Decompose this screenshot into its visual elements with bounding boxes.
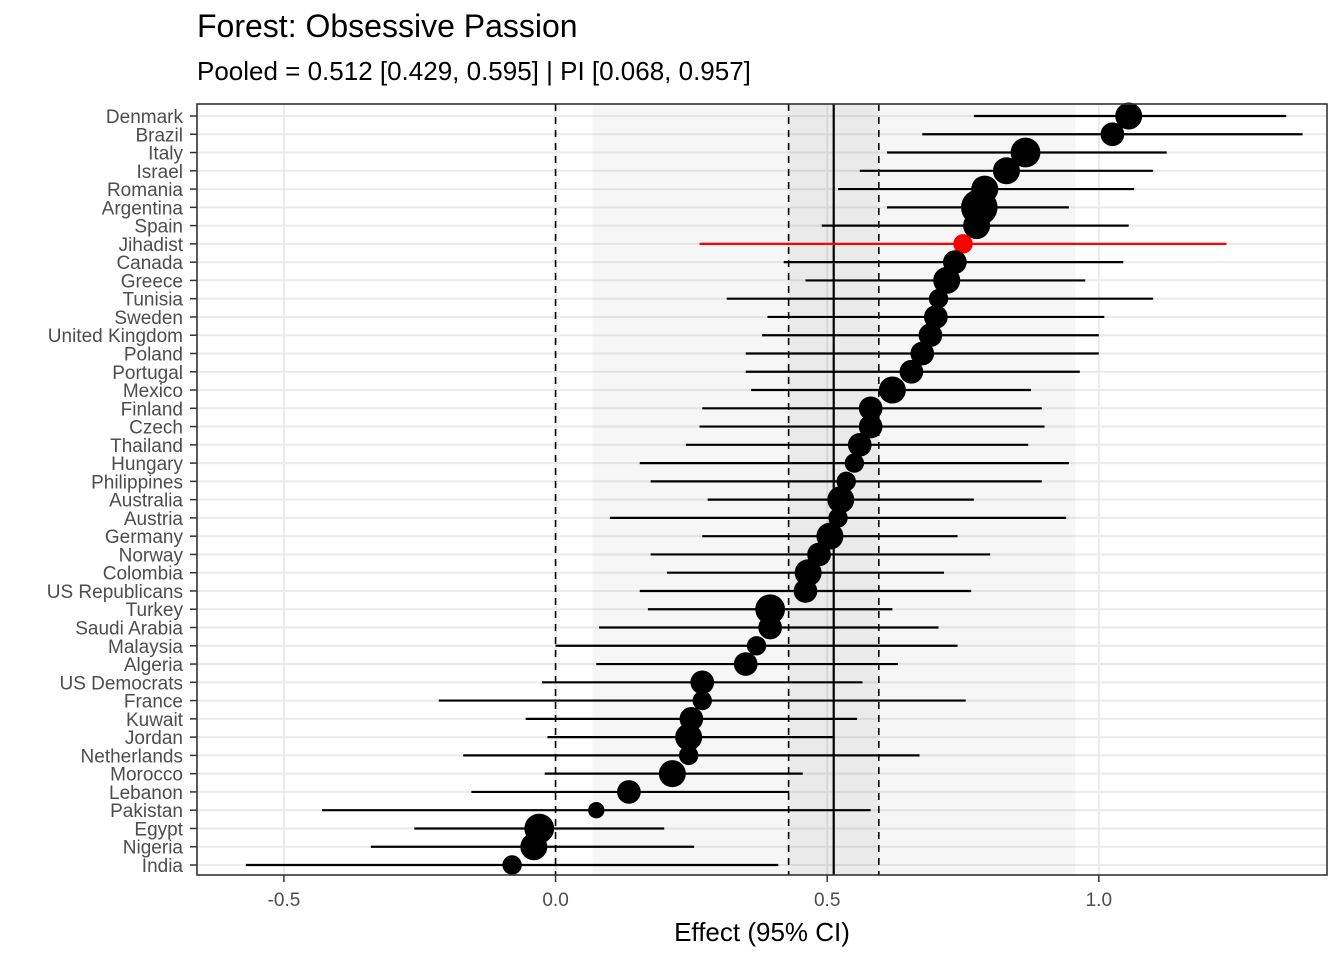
country-label: Turkey — [126, 600, 184, 621]
chart-title: Forest: Obsessive Passion — [197, 8, 578, 44]
effect-point — [847, 432, 872, 457]
x-tick-label: -0.5 — [268, 890, 301, 911]
country-label: Austria — [124, 509, 184, 530]
effect-point — [827, 486, 855, 514]
effect-point — [658, 760, 686, 788]
effect-point — [755, 594, 786, 625]
country-label: Sweden — [114, 308, 183, 329]
panel-border — [196, 103, 1328, 876]
country-label: Algeria — [124, 655, 184, 676]
x-axis-title: Effect (95% CI) — [674, 917, 850, 947]
country-label: France — [124, 692, 183, 713]
effect-point — [675, 723, 703, 751]
country-labels: DenmarkBrazilItalyIsraelRomaniaArgentina… — [47, 107, 197, 877]
effect-point — [746, 636, 767, 656]
country-label: Saudi Arabia — [75, 619, 183, 640]
effect-point — [963, 212, 991, 240]
country-label: Colombia — [103, 564, 184, 585]
effect-point — [933, 266, 961, 294]
effect-point — [617, 780, 641, 804]
country-label: US Democrats — [59, 673, 183, 694]
x-axis: -0.5 0.0 0.5 1.0 Effect (95% CI) — [268, 875, 1112, 947]
chart-subtitle: Pooled = 0.512 [0.429, 0.595] | PI [0.06… — [197, 56, 751, 86]
panel-frame — [196, 103, 1328, 876]
country-label: Mexico — [123, 381, 183, 402]
country-label: Thailand — [110, 436, 183, 457]
country-label: Romania — [107, 180, 183, 201]
country-label: Malaysia — [108, 637, 183, 658]
country-label: Canada — [116, 253, 183, 274]
effect-point — [816, 522, 844, 550]
effect-point — [794, 559, 822, 587]
effect-point — [1100, 122, 1125, 147]
country-label: Hungary — [111, 454, 183, 475]
effect-point — [878, 376, 906, 404]
country-label: Spain — [134, 217, 183, 238]
country-label: Lebanon — [109, 783, 183, 804]
effect-point — [992, 157, 1020, 185]
country-label: Italy — [148, 144, 183, 165]
effect-point — [923, 305, 948, 329]
effect-point — [588, 802, 605, 819]
effect-point — [1010, 137, 1041, 168]
effect-point — [928, 288, 949, 309]
country-label: Germany — [105, 527, 184, 548]
effect-point — [858, 396, 883, 421]
country-label: Jihadist — [119, 235, 184, 256]
panel-background — [197, 104, 1327, 875]
country-label: Argentina — [102, 198, 184, 219]
country-label: Nigeria — [123, 838, 184, 859]
effect-point — [502, 855, 522, 875]
country-label: Morocco — [110, 765, 183, 786]
plot-panel — [197, 104, 1327, 875]
country-label: Tunisia — [122, 290, 183, 311]
country-label: Philippines — [91, 472, 183, 493]
country-label: Netherlands — [81, 746, 183, 767]
country-label: Jordan — [125, 728, 183, 749]
country-label: Australia — [109, 491, 183, 512]
effect-point — [758, 615, 783, 640]
effect-point — [733, 652, 758, 676]
effect-point — [858, 414, 883, 439]
effect-point — [793, 579, 818, 603]
effect-point — [828, 508, 848, 528]
country-label: Pakistan — [110, 801, 183, 822]
effect-point — [910, 341, 935, 366]
country-label: Brazil — [135, 125, 183, 146]
country-label: Poland — [124, 344, 183, 365]
effect-point — [692, 690, 712, 711]
country-label: US Republicans — [47, 582, 183, 603]
country-label: Norway — [119, 545, 184, 566]
country-label: Greece — [121, 271, 183, 292]
x-tick-label: 0.0 — [542, 890, 568, 911]
effect-point — [844, 453, 865, 473]
country-label: Egypt — [134, 819, 183, 840]
country-label: India — [142, 856, 184, 877]
effect-point — [899, 359, 924, 384]
x-tick-label: 1.0 — [1086, 890, 1112, 911]
country-label: Israel — [137, 162, 183, 183]
effect-marks — [245, 102, 1303, 875]
effect-point — [953, 234, 973, 254]
country-label: Portugal — [112, 363, 183, 384]
x-tick-label: 0.5 — [814, 890, 840, 911]
country-label: Finland — [121, 399, 183, 420]
effect-point — [918, 323, 943, 348]
effect-point — [520, 833, 548, 861]
effect-point — [678, 745, 699, 766]
effect-point — [690, 670, 715, 695]
country-label: Czech — [129, 418, 183, 439]
effect-point — [1115, 102, 1143, 130]
country-label: Denmark — [106, 107, 184, 128]
country-label: United Kingdom — [48, 326, 183, 347]
country-label: Kuwait — [126, 710, 184, 731]
